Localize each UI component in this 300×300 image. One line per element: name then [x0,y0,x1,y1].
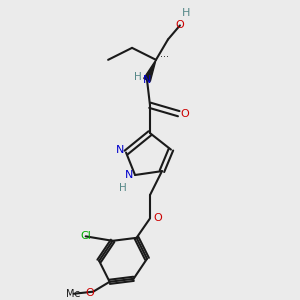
Text: ···: ··· [160,52,169,62]
Text: O: O [180,109,189,119]
Text: H: H [182,8,190,19]
Text: H: H [119,184,127,194]
Text: N: N [125,170,133,180]
Text: O: O [153,213,162,224]
Text: O: O [176,20,184,30]
Text: H: H [134,72,142,82]
Text: Cl: Cl [80,231,91,241]
Text: N: N [143,75,151,85]
Text: Me: Me [67,289,81,299]
Polygon shape [144,60,156,81]
Text: N: N [116,145,124,154]
Text: O: O [86,288,94,298]
